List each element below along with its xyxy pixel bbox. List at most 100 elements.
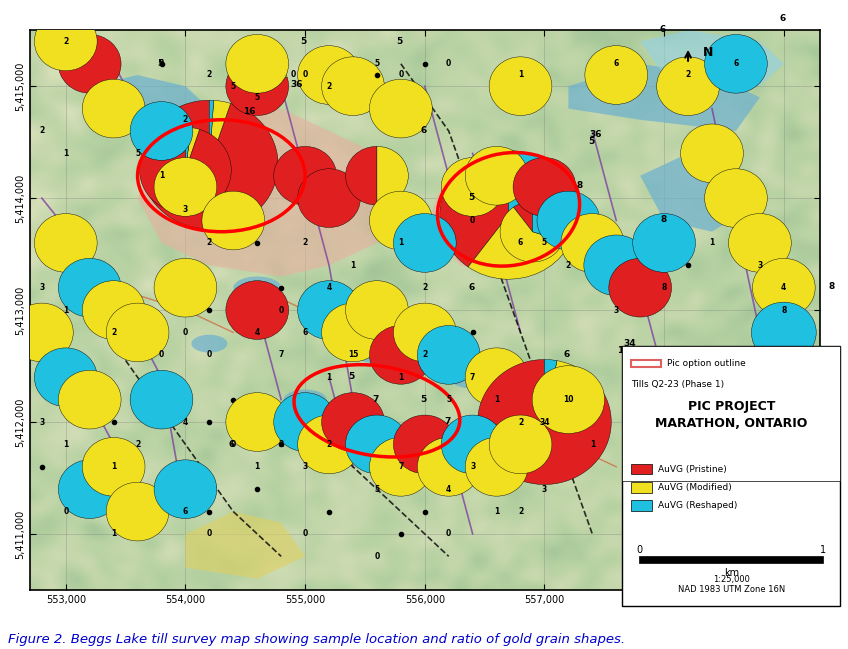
Wedge shape [35,12,98,71]
Wedge shape [537,191,600,250]
Text: 2: 2 [207,71,212,79]
Text: 0: 0 [303,71,308,79]
Text: 2: 2 [326,440,332,449]
Text: 0: 0 [207,350,212,360]
Wedge shape [226,393,288,451]
Text: Tills Q2-23 (Phase 1): Tills Q2-23 (Phase 1) [631,380,724,389]
Polygon shape [186,511,305,579]
Text: N: N [702,46,713,59]
Text: 2: 2 [111,328,116,337]
Text: 0: 0 [685,507,690,516]
Text: 4: 4 [446,485,451,494]
Polygon shape [425,165,568,276]
Text: 3: 3 [39,417,44,426]
Text: 5: 5 [254,93,259,102]
Wedge shape [226,281,288,339]
Wedge shape [466,147,528,205]
Wedge shape [154,460,217,519]
Text: 3: 3 [614,306,619,315]
Wedge shape [751,302,817,363]
Wedge shape [417,326,480,384]
Wedge shape [500,207,563,262]
Wedge shape [489,371,552,429]
Text: AuVG (Modified): AuVG (Modified) [658,483,732,492]
Text: 3: 3 [757,261,762,270]
Wedge shape [705,169,767,228]
Polygon shape [90,75,209,131]
Ellipse shape [358,346,396,364]
Text: 0: 0 [159,350,165,360]
Polygon shape [137,108,401,276]
Text: 0: 0 [231,440,236,449]
Text: 1: 1 [518,71,523,79]
Text: 0: 0 [291,71,296,79]
Text: 1: 1 [710,238,715,247]
Wedge shape [441,158,504,216]
Text: 1: 1 [399,373,404,382]
Text: 4: 4 [781,283,786,292]
Text: 5: 5 [588,138,594,147]
Text: 8: 8 [805,440,811,449]
Text: 6: 6 [660,25,666,34]
Wedge shape [345,415,408,474]
Text: 1: 1 [63,306,69,315]
Wedge shape [370,437,432,496]
Text: 1: 1 [399,238,404,247]
Text: 0: 0 [278,306,284,315]
Text: AuVG (Reshaped): AuVG (Reshaped) [658,501,738,510]
Text: 6: 6 [229,439,235,448]
Text: 4: 4 [781,462,786,471]
Text: 6: 6 [421,126,427,135]
Wedge shape [130,371,192,429]
Wedge shape [441,415,504,474]
Text: 1: 1 [63,149,69,158]
Text: 3: 3 [39,283,44,292]
Wedge shape [489,57,552,116]
Wedge shape [59,34,121,93]
Text: 2: 2 [135,440,140,449]
Text: 1: 1 [254,462,259,471]
Wedge shape [752,258,815,317]
Wedge shape [533,201,565,241]
Text: 5: 5 [135,149,140,158]
Wedge shape [130,102,192,160]
Wedge shape [209,101,231,165]
Ellipse shape [192,335,227,352]
Text: MARATHON, ONTARIO: MARATHON, ONTARIO [656,417,807,430]
Text: 6: 6 [564,350,570,359]
Wedge shape [82,437,145,496]
Text: 5: 5 [349,373,354,382]
Text: 0: 0 [159,59,165,68]
Text: 5: 5 [421,395,427,404]
Text: 5: 5 [374,485,379,494]
Text: 0: 0 [470,216,475,225]
Text: 8: 8 [661,283,667,292]
Text: 5: 5 [542,238,547,247]
Text: 2: 2 [518,507,523,516]
Wedge shape [561,214,623,273]
Wedge shape [370,326,432,384]
Text: 5: 5 [157,59,163,68]
Wedge shape [417,437,480,496]
Text: 5: 5 [374,59,379,68]
Text: 2: 2 [518,417,523,426]
Wedge shape [477,360,611,485]
Text: 2: 2 [566,261,571,270]
Ellipse shape [283,389,326,410]
Text: 3: 3 [542,485,547,494]
Wedge shape [298,45,360,104]
Text: 2: 2 [207,238,212,247]
Text: 1: 1 [494,507,499,516]
Text: 8: 8 [661,215,667,224]
Text: 2: 2 [278,440,284,449]
Wedge shape [533,366,605,434]
Text: 2: 2 [422,350,427,360]
Text: 3: 3 [183,205,188,214]
Text: 1:25,000
NAD 1983 UTM Zone 16N: 1:25,000 NAD 1983 UTM Zone 16N [678,575,785,594]
Wedge shape [393,303,456,361]
Text: 1: 1 [111,462,116,471]
Wedge shape [274,393,337,451]
Wedge shape [377,147,408,205]
Wedge shape [583,235,649,295]
Text: 4: 4 [254,328,259,337]
